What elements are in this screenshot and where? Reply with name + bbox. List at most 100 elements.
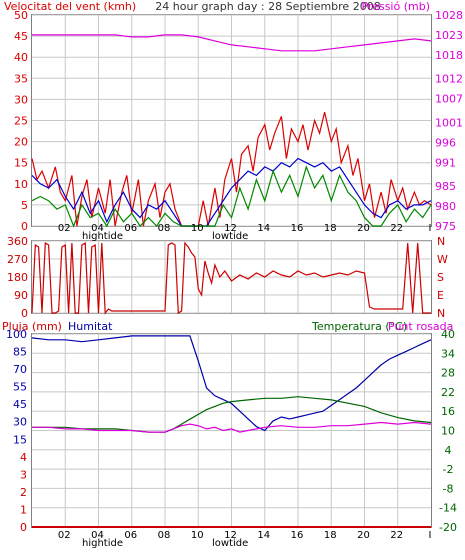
left-axis-tick-label: 85 [13,346,27,359]
left-axis-tick-label: 70 [13,363,27,376]
hightide-label-top: hightide [82,231,123,242]
pressure-series [32,34,432,52]
compass-label: N [437,307,445,320]
temperature-axis-tick-label: 34 [441,347,455,360]
x-axis-tick-label: 16 [291,223,304,234]
direction-axis-tick-label: 270 [7,253,28,266]
wind-speed-title: Velocitat del vent (kmh) [4,0,136,13]
x-axis-tick-label: 14 [257,223,270,234]
wind-avg-series [31,165,432,228]
humidity-series [31,335,432,432]
dewpoint-series [32,421,432,433]
x-axis-tick-label: 08 [158,223,171,234]
wind-axis-tick-label: 35 [14,72,28,85]
wind-axis-tick-label: 10 [14,178,28,191]
wind-axis-tick-label: 20 [14,136,28,149]
wind-axis-tick-label: 50 [14,9,28,22]
x-axis-tick-label: 08 [158,530,171,541]
temperature-axis-tick-label: -20 [439,521,457,534]
x-axis-tick-label: 06 [124,223,137,234]
pressure-axis-tick-label: 1007 [435,93,463,106]
x-axis-tick-label: 02 [58,223,71,234]
x-axis-tick-label: 14 [257,530,270,541]
series-layer [31,34,432,528]
x-axis-tick-label: 20 [357,223,370,234]
temperature-axis-tick-label: -8 [443,482,454,495]
left-axis-tick-label: 45 [13,398,27,411]
temperature-axis-tick-label: 4 [445,444,452,457]
x-axis-tick-label: 18 [324,530,337,541]
x-axis-tick-label: I [429,530,432,541]
temperature-axis-tick-label: -2 [443,463,454,476]
left-axis-tick-label: 55 [13,381,27,394]
x-axis-tick-label: 22 [390,530,403,541]
wind-axis-tick-label: 15 [14,157,28,170]
direction-axis-tick-label: 0 [21,307,28,320]
graph-title: 24 hour graph day : 28 Septiembre 2008 [155,0,380,13]
compass-label: W [437,253,448,266]
temperature-series [32,396,432,433]
rain-title: Pluja (mm) [2,320,62,333]
x-axis-tick-label: 04 [91,223,104,234]
x-axis-tick-label: 06 [124,530,137,541]
dewpoint-title: Punt rosada [388,320,453,333]
pressure-axis-tick-label: 1018 [435,49,463,62]
grid-layer [32,14,431,528]
tick-layer: 0510152025303540455097598098599199610011… [6,9,463,541]
compass-label: E [437,289,444,302]
left-axis-tick-label: 3 [20,468,27,481]
left-axis-tick-label: 4 [20,451,27,464]
hightide-label-bottom: hightide [82,538,123,549]
temperature-axis-tick-label: -14 [439,502,457,515]
x-axis-tick-label: 20 [357,530,370,541]
pressure-title: Pressió (mb) [361,0,430,13]
wind-axis-tick-label: 40 [14,51,28,64]
x-axis-tick-label: 02 [58,530,71,541]
direction-axis-tick-label: 90 [14,289,28,302]
x-axis-tick-label: 16 [291,530,304,541]
wind-axis-tick-label: 45 [14,30,28,43]
x-axis-tick-label: 12 [224,530,237,541]
x-axis-tick-label: 18 [324,223,337,234]
temperature-title: Temperatura (°C) [311,320,407,333]
lowtide-label-bottom: lowtide [212,538,248,549]
gust-series [31,157,432,227]
left-axis-tick-label: 100 [6,328,27,341]
wind-axis-tick-label: 25 [14,115,28,128]
humidity-title: Humitat [68,320,113,333]
pressure-axis-tick-label: 985 [435,180,456,193]
compass-label: N [437,235,445,248]
x-axis-tick-label: 22 [390,223,403,234]
left-axis-tick-label: 1 [20,503,27,516]
wind-speed-series [31,111,432,227]
pressure-axis-tick-label: 1028 [435,9,463,22]
temperature-axis-tick-label: 28 [441,367,455,380]
left-axis-tick-label: 0 [20,521,27,534]
temperature-axis-tick-label: 22 [441,386,455,399]
pressure-axis-tick-label: 1001 [435,116,463,129]
wind-axis-tick-label: 0 [21,220,28,233]
direction-axis-tick-label: 360 [7,235,28,248]
x-axis-tick-label: I [429,223,432,234]
pressure-axis-tick-label: 991 [435,156,456,169]
lowtide-label-top: lowtide [212,231,248,242]
left-axis-tick-label: 2 [20,486,27,499]
temperature-axis-tick-label: 16 [441,405,455,418]
pressure-axis-tick-label: 996 [435,136,456,149]
wind-axis-tick-label: 30 [14,93,28,106]
left-axis-tick-label: 15 [13,433,27,446]
wind-direction-series [31,241,431,315]
x-axis-tick-label: 04 [91,530,104,541]
temperature-axis-tick-label: 40 [441,328,455,341]
left-axis-tick-label: 30 [13,416,27,429]
direction-axis-tick-label: 180 [7,271,28,284]
compass-label: S [437,271,444,284]
temperature-axis-tick-label: 10 [441,425,455,438]
wind-axis-tick-label: 5 [21,199,28,212]
pressure-axis-tick-label: 980 [435,200,456,213]
x-axis-tick-label: 10 [191,530,204,541]
x-axis-tick-label: 10 [191,223,204,234]
pressure-axis-tick-label: 975 [435,220,456,233]
